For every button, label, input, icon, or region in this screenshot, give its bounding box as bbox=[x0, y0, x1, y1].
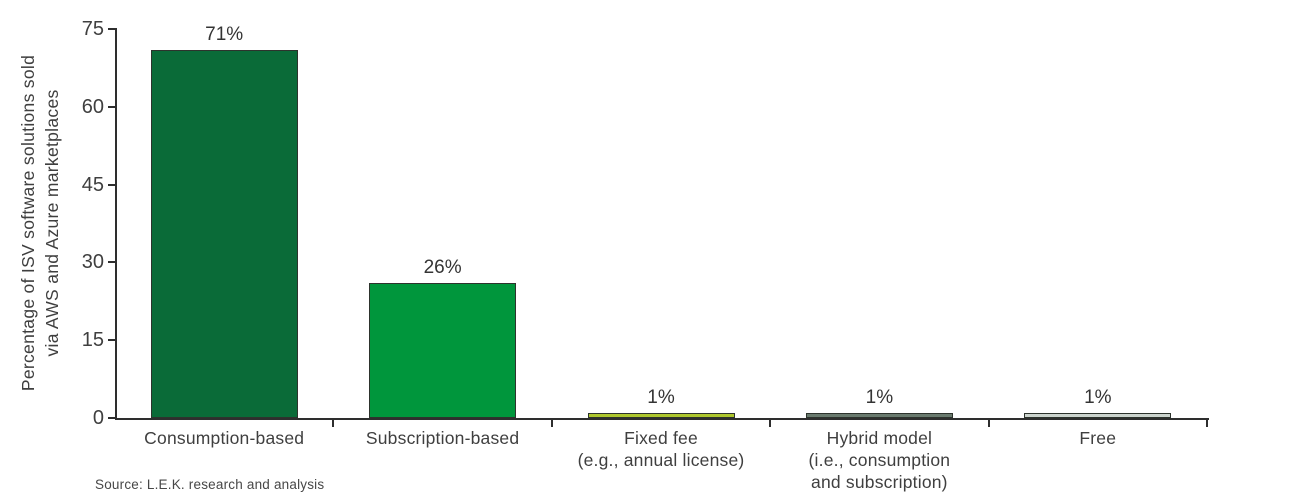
y-tick-mark bbox=[108, 417, 116, 419]
category-label: Fixed fee (e.g., annual license) bbox=[552, 427, 770, 471]
x-axis-line bbox=[115, 418, 1209, 420]
bar bbox=[587, 413, 735, 418]
y-tick-mark bbox=[108, 183, 116, 186]
bar bbox=[150, 50, 298, 418]
bar-value-label: 71% bbox=[205, 24, 244, 45]
category-label-line: Hybrid model bbox=[826, 428, 933, 448]
y-axis-title-line2: via AWS and Azure marketplaces bbox=[42, 89, 62, 357]
category-label-line: Consumption-based bbox=[144, 428, 305, 448]
y-tick-mark bbox=[108, 105, 116, 108]
y-tick-label: 75 bbox=[81, 18, 104, 40]
x-tick-mark bbox=[1206, 418, 1208, 427]
bar-value-label: 26% bbox=[423, 257, 462, 278]
y-tick-label: 30 bbox=[81, 251, 104, 274]
x-tick-mark bbox=[987, 418, 990, 427]
category-label-line: Subscription-based bbox=[365, 428, 520, 448]
bar bbox=[369, 283, 517, 418]
category-label-line: Fixed fee bbox=[624, 428, 698, 448]
y-tick-mark bbox=[108, 339, 116, 342]
y-tick-label: 0 bbox=[92, 407, 104, 429]
y-tick-label: 45 bbox=[81, 173, 104, 196]
bar bbox=[1024, 413, 1172, 418]
category-label-line: (e.g., annual license) bbox=[577, 450, 745, 470]
category-label: Hybrid model (i.e., consumption and subscr… bbox=[770, 427, 988, 493]
bar bbox=[805, 413, 953, 418]
y-axis-title-line1: Percentage of ISV software solutions sol… bbox=[18, 54, 38, 392]
bar-value-label: 1% bbox=[865, 387, 894, 408]
x-tick-mark bbox=[332, 418, 335, 427]
category-label-line: Free bbox=[1079, 428, 1117, 448]
source-note: Source: L.E.K. research and analysis bbox=[95, 477, 325, 492]
category-label: Free bbox=[989, 427, 1207, 449]
category-label-line: (i.e., consumption bbox=[808, 450, 951, 470]
category-label: Subscription-based bbox=[333, 427, 551, 449]
y-axis-line bbox=[115, 28, 117, 420]
x-tick-mark bbox=[769, 418, 772, 427]
x-tick-mark bbox=[550, 418, 553, 427]
category-label: Consumption-based bbox=[115, 427, 333, 449]
y-tick-label: 60 bbox=[81, 95, 104, 118]
y-tick-label: 15 bbox=[81, 329, 104, 352]
y-tick-mark bbox=[108, 261, 116, 264]
y-tick-mark bbox=[108, 28, 116, 30]
y-axis-title: Percentage of ISV software solutions sol… bbox=[16, 0, 64, 453]
bar-value-label: 1% bbox=[1084, 387, 1112, 408]
category-label-line: and subscription) bbox=[811, 472, 948, 492]
bar-value-label: 1% bbox=[647, 387, 675, 408]
